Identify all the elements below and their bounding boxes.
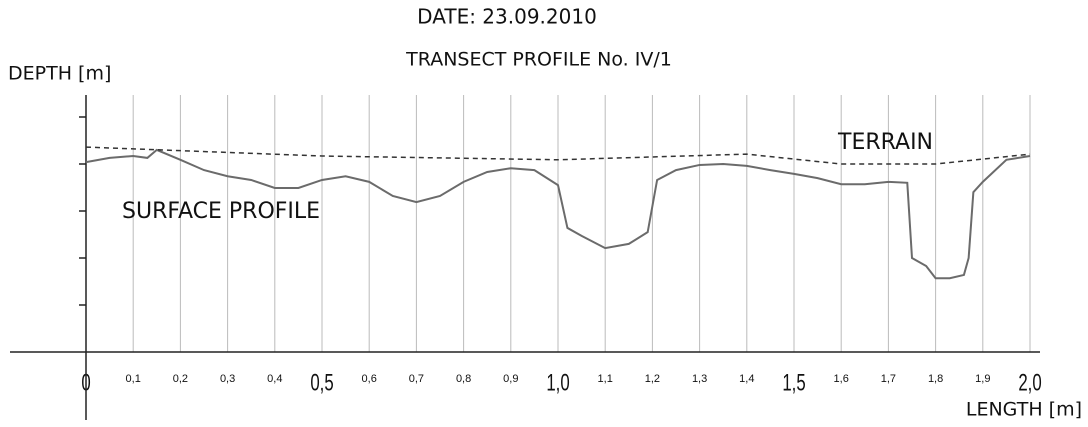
x-tick-label: 0,4 <box>267 373 282 385</box>
x-tick-label: 0,6 <box>362 373 377 385</box>
x-tick-label: 1,2 <box>645 373 660 385</box>
series-label: SURFACE PROFILE <box>122 199 320 224</box>
x-tick-label: 1,3 <box>692 373 707 385</box>
x-tick-label: 0,1 <box>126 373 141 385</box>
terrain-line <box>85 146 1031 165</box>
x-tick-label: 0,9 <box>503 373 518 385</box>
x-tick-label: 1,5 <box>782 369 805 396</box>
profile-line <box>85 148 1031 280</box>
x-tick-label: 1,4 <box>739 373 754 385</box>
y-axis-label: DEPTH [m] <box>8 63 111 85</box>
x-tick-label: 0,3 <box>220 373 235 385</box>
chart-title: DATE: 23.09.2010 <box>417 5 597 29</box>
x-tick-label: 0,2 <box>173 373 188 385</box>
series-label: TERRAIN <box>837 130 933 155</box>
x-axis-label: LENGTH [m] <box>966 399 1082 421</box>
x-tick-label: 0,7 <box>409 373 424 385</box>
x-tick-label: 1,9 <box>975 373 990 385</box>
chart-subtitle: TRANSECT PROFILE No. IV/1 <box>405 49 672 71</box>
x-tick-label: 1,0 <box>546 369 569 396</box>
x-tick-label: 1,6 <box>834 373 849 385</box>
x-tick-label: 1,8 <box>928 373 943 385</box>
x-tick-label: 2,0 <box>1018 369 1041 396</box>
x-tick-label: 1,7 <box>881 373 896 385</box>
x-tick-label: 0,5 <box>310 369 333 396</box>
x-tick-label: 1,1 <box>598 373 613 385</box>
x-tick-label: 0,8 <box>456 373 471 385</box>
